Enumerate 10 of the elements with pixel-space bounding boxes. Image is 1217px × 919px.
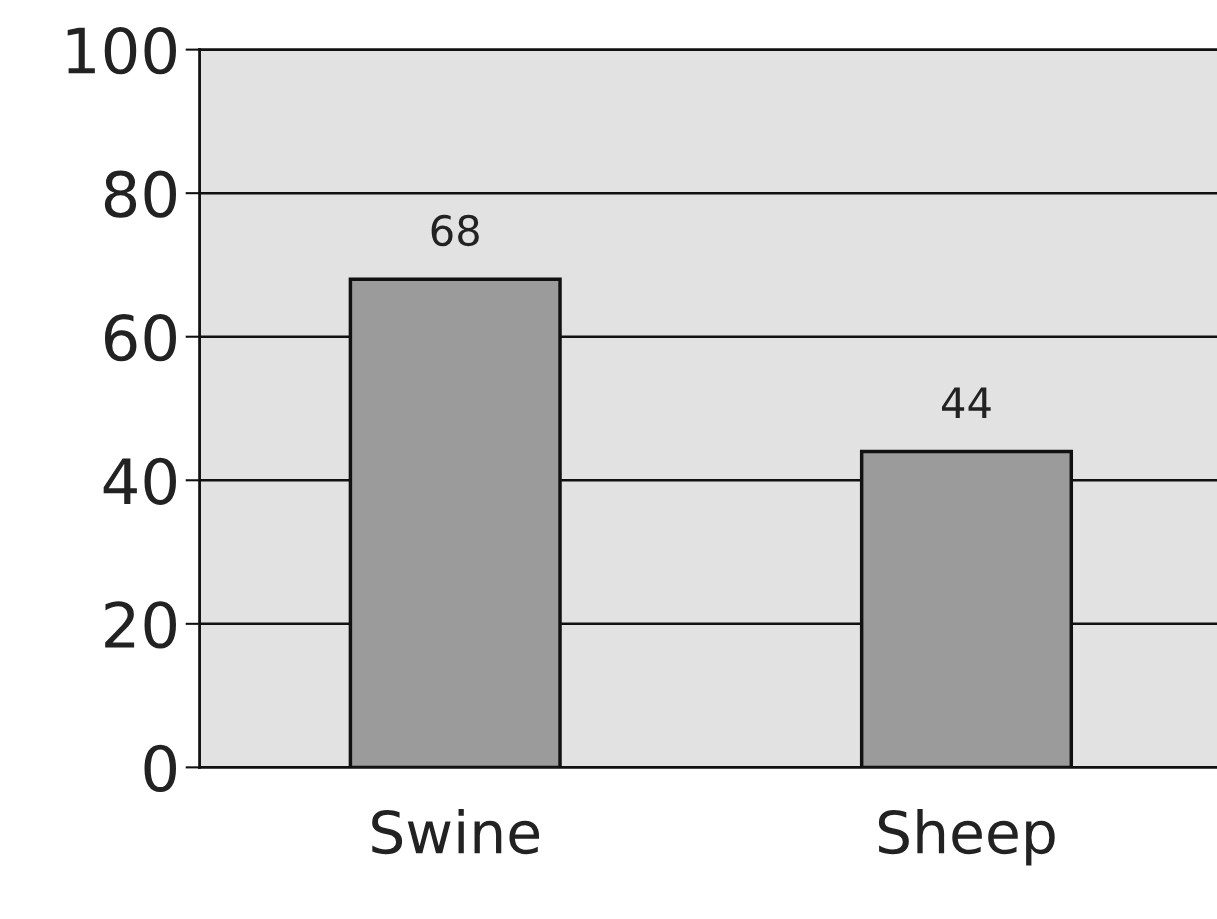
y-tick-label: 80 bbox=[104, 170, 176, 218]
data-label: 44 bbox=[942, 387, 991, 418]
y-tick-label: 20 bbox=[105, 601, 176, 649]
y-tick-label: 40 bbox=[103, 457, 176, 505]
x-tick-label: Sheep bbox=[878, 809, 1055, 866]
y-tick-label: 60 bbox=[104, 314, 176, 362]
y-tick-label: 100 bbox=[67, 26, 176, 75]
y-tick-label: 0 bbox=[144, 744, 176, 792]
data-label: 68 bbox=[431, 214, 479, 247]
x-tick-label: Swine bbox=[372, 809, 540, 855]
